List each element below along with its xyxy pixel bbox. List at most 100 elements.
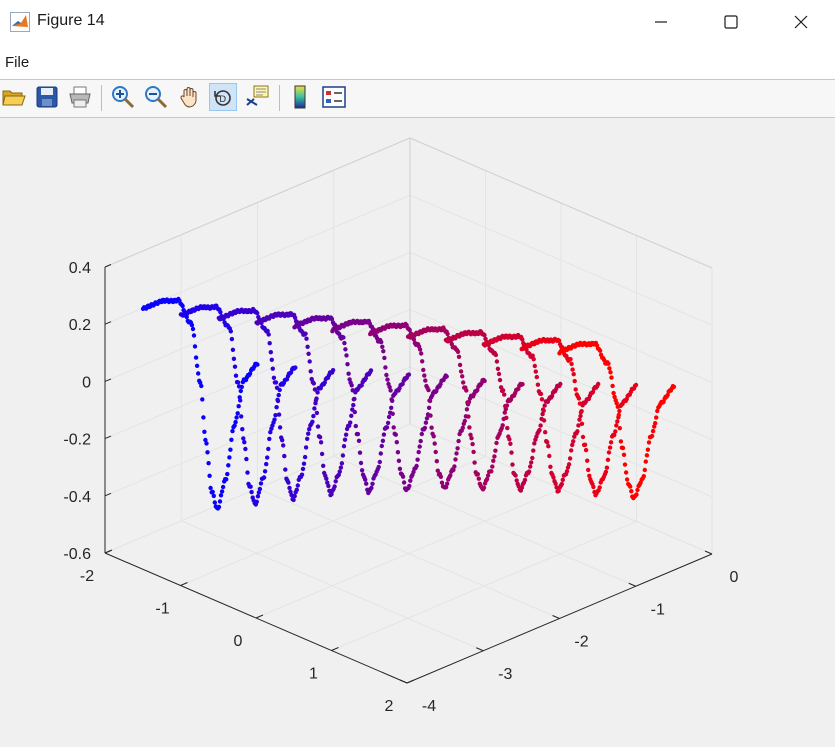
- data-point: [391, 425, 396, 430]
- data-point: [614, 401, 619, 406]
- data-point: [368, 368, 374, 373]
- data-point: [303, 445, 309, 450]
- data-point: [597, 348, 603, 353]
- data-point: [295, 483, 300, 488]
- data-point: [464, 407, 470, 412]
- close-button[interactable]: [778, 0, 824, 44]
- data-point: [414, 463, 419, 469]
- plot-area[interactable]: -0.6 -0.4 -0.2 0 0.2 0.4 -2 -1 0 1 2 -4 -3 -2 -1 0: [0, 118, 835, 747]
- data-point: [300, 466, 306, 472]
- data-point: [268, 430, 273, 435]
- data-point: [644, 453, 650, 458]
- menu-file[interactable]: File: [5, 54, 30, 71]
- data-point: [444, 374, 449, 379]
- data-point: [207, 473, 212, 478]
- save-button[interactable]: [33, 83, 61, 111]
- data-point: [620, 445, 626, 451]
- minimize-button[interactable]: [638, 0, 684, 44]
- data-point: [492, 454, 497, 459]
- data-point: [423, 378, 428, 383]
- data-point: [617, 408, 622, 414]
- data-point: [542, 403, 547, 408]
- data-point: [453, 457, 458, 462]
- x-tick-label: 0: [730, 569, 739, 586]
- data-point: [228, 447, 233, 452]
- data-point: [491, 458, 496, 463]
- data-point: [411, 337, 417, 342]
- data-point: [504, 415, 509, 420]
- data-point: [230, 428, 235, 434]
- data-point: [445, 331, 450, 337]
- data-point: [531, 448, 536, 453]
- data-point: [229, 336, 235, 342]
- data-point: [645, 447, 651, 452]
- data-point: [529, 460, 534, 465]
- data-point: [234, 415, 239, 420]
- data-point: [293, 365, 298, 370]
- data-cursor-button[interactable]: [243, 83, 271, 111]
- data-point: [462, 418, 467, 424]
- data-point: [247, 371, 253, 376]
- x-tick-label: -1: [651, 601, 665, 618]
- data-point: [500, 388, 506, 393]
- data-point: [428, 413, 433, 418]
- data-point: [386, 414, 392, 420]
- data-point: [230, 347, 236, 352]
- data-point: [539, 397, 545, 402]
- data-point: [534, 434, 539, 439]
- window-title-bar[interactable]: Figure 14: [0, 0, 835, 44]
- data-point: [569, 448, 574, 453]
- insert-legend-button[interactable]: [320, 83, 348, 111]
- open-file-button[interactable]: [0, 83, 28, 111]
- data-point: [226, 463, 231, 468]
- data-point: [572, 378, 577, 384]
- data-point: [198, 380, 203, 385]
- data-point: [359, 468, 365, 473]
- data-point: [202, 429, 207, 434]
- insert-colorbar-button[interactable]: [286, 83, 314, 111]
- data-point: [439, 480, 445, 485]
- data-point: [383, 365, 388, 370]
- data-point: [351, 397, 356, 402]
- data-point: [389, 405, 394, 410]
- data-point: [468, 432, 473, 437]
- data-point: [235, 380, 241, 385]
- zoom-in-button[interactable]: [109, 83, 137, 111]
- data-point: [438, 474, 444, 479]
- z-tick-label: -0.2: [63, 432, 91, 449]
- data-point: [305, 436, 310, 441]
- data-point: [490, 464, 495, 469]
- print-button[interactable]: [66, 83, 94, 111]
- data-point: [307, 359, 312, 364]
- data-point: [534, 374, 539, 380]
- data-point: [429, 425, 434, 430]
- data-point: [255, 362, 260, 367]
- scatter-series: [368, 321, 487, 490]
- maximize-button[interactable]: [708, 0, 754, 44]
- data-point: [312, 387, 318, 392]
- pan-button[interactable]: [176, 83, 204, 111]
- grid-line: [409, 194, 713, 326]
- data-point: [288, 489, 293, 494]
- data-point: [464, 388, 469, 393]
- zoom-out-button[interactable]: [142, 83, 170, 111]
- close-icon: [794, 15, 808, 29]
- data-point: [635, 487, 640, 493]
- data-point: [192, 344, 198, 349]
- scatter-series: [330, 318, 449, 493]
- data-point: [276, 412, 282, 417]
- x-tick-mark: [552, 615, 560, 619]
- data-point: [303, 331, 308, 336]
- axes-lines: [104, 264, 713, 684]
- data-point: [380, 344, 385, 349]
- menu-bar: File: [0, 44, 835, 80]
- data-point: [607, 366, 612, 371]
- grid-line: [104, 309, 411, 440]
- data-point: [270, 366, 275, 371]
- grid-line: [104, 423, 411, 554]
- y-tick-mark: [180, 582, 188, 586]
- data-point: [378, 451, 383, 456]
- rotate-3d-button[interactable]: D: [209, 83, 237, 111]
- data-point: [496, 371, 502, 377]
- scatter-series: [405, 325, 525, 492]
